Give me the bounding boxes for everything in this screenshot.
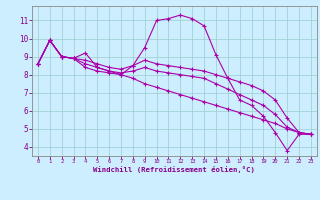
- X-axis label: Windchill (Refroidissement éolien,°C): Windchill (Refroidissement éolien,°C): [93, 166, 255, 173]
